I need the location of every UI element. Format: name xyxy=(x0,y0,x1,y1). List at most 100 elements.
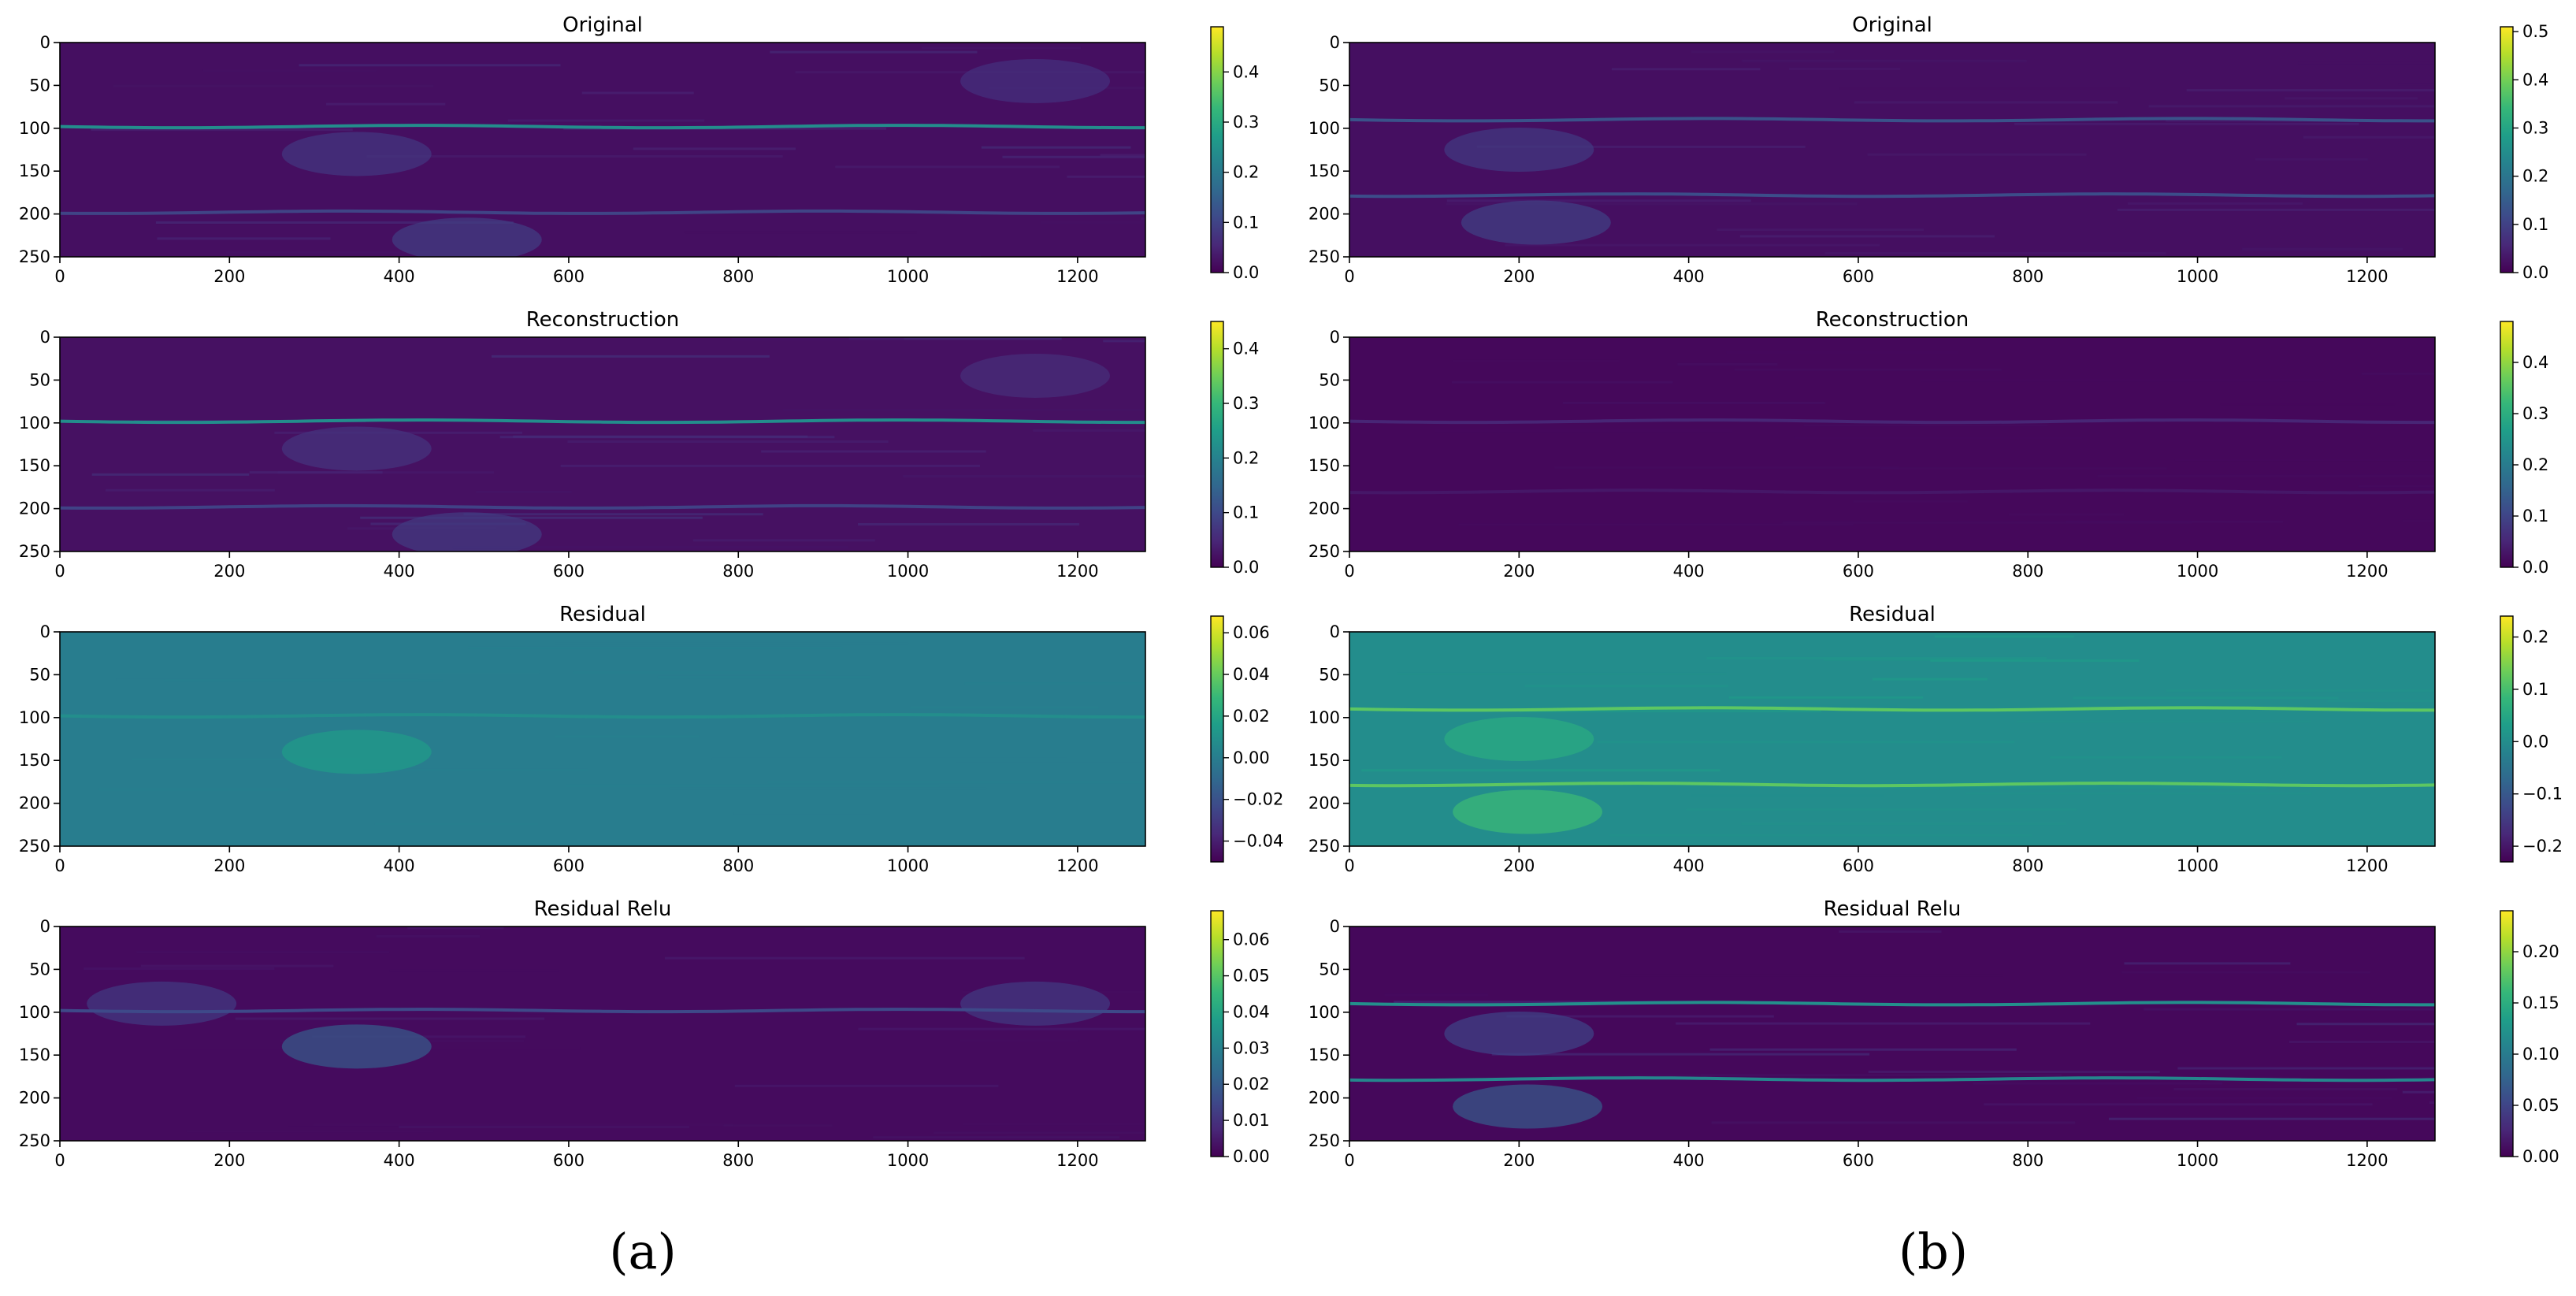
colorbar-tick-label: 0.3 xyxy=(2522,404,2548,423)
bright-blob xyxy=(1453,789,1603,834)
y-tick-label: 50 xyxy=(29,960,50,978)
texture-streak xyxy=(1446,202,1858,206)
texture-streak xyxy=(1103,340,1145,343)
x-tick-label: 0 xyxy=(1344,856,1354,875)
chart-title: Reconstruction xyxy=(1816,308,1969,332)
texture-streak xyxy=(98,788,288,791)
colorbar xyxy=(1210,321,1224,568)
y-tick-label: 200 xyxy=(19,794,50,813)
y-tick-label: 250 xyxy=(1308,542,1340,561)
x-tick-label: 400 xyxy=(384,856,415,875)
texture-streak xyxy=(1361,769,1720,772)
x-tick-label: 1200 xyxy=(2346,856,2388,875)
texture-streak xyxy=(1452,381,1673,384)
colorbar-tick-label: 0.3 xyxy=(1233,113,1259,132)
colorbar-tick-label: 0.00 xyxy=(2522,1147,2559,1166)
texture-streak xyxy=(399,1125,690,1128)
texture-streak xyxy=(476,490,572,493)
texture-streak xyxy=(226,251,431,254)
texture-streak xyxy=(2177,1067,2435,1070)
colorbar-tick-label: 0.2 xyxy=(2522,167,2548,186)
bright-blob xyxy=(1444,1012,1594,1056)
texture-streak xyxy=(2398,83,2435,86)
texture-streak xyxy=(91,128,353,132)
texture-streak xyxy=(277,471,495,474)
y-tick-label: 200 xyxy=(19,1089,50,1108)
texture-streak xyxy=(960,1039,1079,1042)
texture-streak xyxy=(2242,247,2403,251)
heatmap-background xyxy=(60,927,1145,1141)
y-tick-label: 250 xyxy=(19,1131,50,1150)
x-tick-label: 600 xyxy=(553,562,585,581)
texture-streak xyxy=(452,546,848,549)
texture-streak xyxy=(964,682,1145,685)
colorbar-tick-label: 0.3 xyxy=(2522,118,2548,137)
texture-streak xyxy=(2014,122,2359,125)
texture-streak xyxy=(1728,696,1924,699)
texture-streak xyxy=(555,735,700,738)
texture-streak xyxy=(1789,67,1901,70)
y-tick-label: 150 xyxy=(1308,456,1340,475)
colorbar-tick-label: 0.2 xyxy=(1233,448,1259,467)
texture-streak xyxy=(313,1123,734,1127)
texture-streak xyxy=(1446,199,1751,202)
plot-frame xyxy=(59,42,1146,258)
plot-frame xyxy=(1349,926,2436,1142)
x-tick-label: 600 xyxy=(1843,856,1874,875)
texture-streak xyxy=(1709,1048,2017,1051)
y-tick-label: 150 xyxy=(19,751,50,770)
bright-blob xyxy=(1444,128,1594,172)
y-tick-label: 0 xyxy=(1330,917,1340,936)
texture-streak xyxy=(1002,155,1145,158)
y-tick-label: 200 xyxy=(1308,1089,1340,1108)
x-tick-label: 200 xyxy=(213,1151,245,1170)
x-tick-label: 1000 xyxy=(887,267,929,286)
plot-frame xyxy=(59,336,1146,552)
heatmap-b-original: Original 0 200 400 600 800 1000 1200 0 50 100 150 20… xyxy=(1308,13,2549,286)
colorbar xyxy=(1210,615,1224,863)
plot-frame xyxy=(1349,336,2436,552)
y-tick-label: 150 xyxy=(19,162,50,180)
texture-streak xyxy=(851,727,965,730)
bright-line xyxy=(1349,1001,2435,1007)
x-tick-label: 1200 xyxy=(1056,1151,1098,1170)
texture-streak xyxy=(2402,519,2435,522)
texture-streak xyxy=(2402,1090,2435,1094)
colorbar-tick-label: 0.4 xyxy=(2522,353,2548,372)
texture-streak xyxy=(1554,466,1899,469)
texture-streak xyxy=(2117,208,2435,211)
plot-frame xyxy=(1349,42,2436,258)
texture-streak xyxy=(922,46,1082,50)
texture-streak xyxy=(633,147,796,150)
bright-blob xyxy=(960,353,1111,398)
texture-streak xyxy=(2121,971,2370,974)
texture-streak xyxy=(956,759,1145,763)
texture-streak xyxy=(2050,756,2282,759)
texture-streak xyxy=(2166,689,2435,693)
bright-blob xyxy=(1444,717,1594,761)
chart-title: Residual xyxy=(1849,603,1936,626)
texture-streak xyxy=(116,678,419,681)
y-tick-label: 50 xyxy=(1319,960,1340,978)
bright-blob xyxy=(392,217,542,257)
texture-streak xyxy=(733,811,871,815)
texture-streak xyxy=(1860,518,1958,522)
bright-blob xyxy=(281,1024,432,1069)
x-tick-label: 1200 xyxy=(1056,267,1098,286)
x-tick-label: 1000 xyxy=(2177,856,2218,875)
texture-streak xyxy=(2186,89,2435,92)
y-tick-label: 100 xyxy=(1308,119,1340,138)
colorbar-tick-label: −0.2 xyxy=(2522,837,2563,856)
x-tick-label: 1000 xyxy=(2177,1151,2218,1170)
x-tick-label: 1000 xyxy=(887,856,929,875)
texture-streak xyxy=(1562,401,1825,404)
y-tick-label: 200 xyxy=(1308,499,1340,518)
texture-streak xyxy=(389,969,559,972)
texture-streak xyxy=(669,787,987,790)
bright-line xyxy=(1349,706,2435,712)
y-tick-label: 200 xyxy=(1308,205,1340,224)
texture-streak xyxy=(2288,1041,2435,1044)
plot-frame xyxy=(59,631,1146,847)
texture-streak xyxy=(2361,372,2435,375)
y-tick-label: 100 xyxy=(1308,708,1340,727)
